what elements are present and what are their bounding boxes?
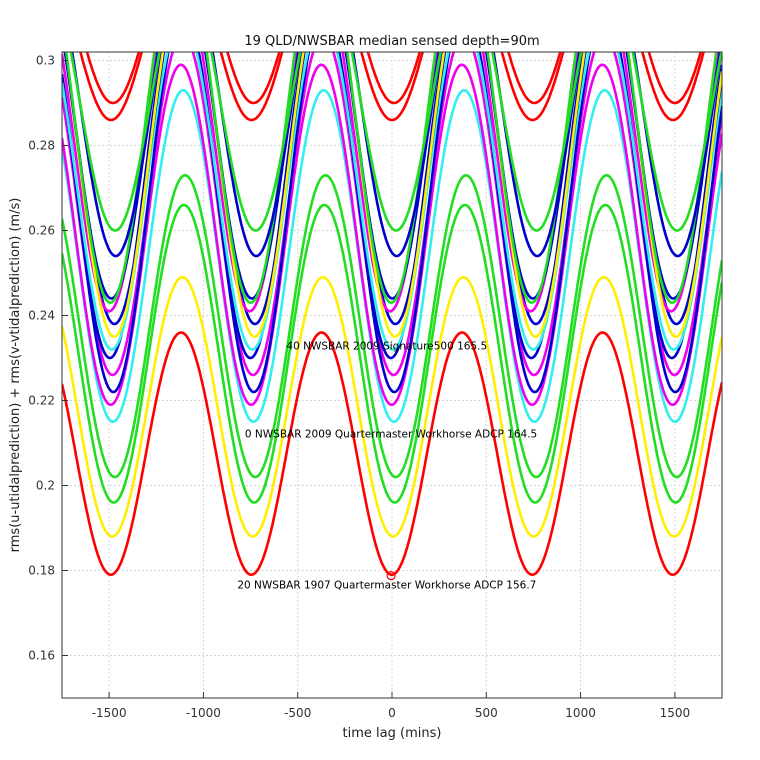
series-line-magenta-2 [62,52,722,377]
series-line-blue-3 [63,52,722,326]
annotation-label: 20 NWSBAR 1907 Quartermaster Workhorse A… [237,580,536,592]
annotations: 40 NWSBAR 2009 Signature500 165.5 0 NWSBA… [237,340,537,591]
series-line-magenta-1 [62,63,722,406]
y-tick-label: 0.18 [28,564,55,578]
x-tick-label: -1000 [186,706,221,720]
series-line-magenta-3 [62,52,720,313]
x-tick-label: 500 [475,706,498,720]
series-line-blue-5 [70,52,722,258]
x-tick-label: 1500 [660,706,691,720]
minimum-marker [386,570,396,581]
axis-ticks: -1500 -1000 -500 0 500 1000 1500 0.16 0.18 0.2 0.2… [28,54,690,721]
y-tick-label: 0.24 [28,309,55,323]
x-tick-label: -500 [284,706,311,720]
y-tick-label: 0.22 [28,394,55,408]
x-axis-label: time lag (mins) [343,726,442,741]
y-tick-label: 0.16 [28,649,55,663]
x-tick-label: -1500 [92,706,127,720]
chart-title: 19 QLD/NWSBAR median sensed depth=90m [244,34,539,49]
series-line-red-1 [62,331,722,576]
series-line-blue-4 [63,52,722,300]
x-tick-label: 0 [388,706,396,720]
annotation-label: 40 NWSBAR 2009 Signature500 165.5 [286,340,487,352]
series-line-cyan-1 [62,89,722,423]
series-line-blue-2 [62,52,722,360]
y-tick-label: 0.3 [36,54,55,68]
y-axis-label: rms(u-utidalprediction) + rms(v-vtidalpr… [8,198,23,553]
series-line-blue-1 [62,52,722,394]
series-line-green-3 [64,52,718,304]
grid [62,52,722,698]
x-tick-label: 1000 [565,706,596,720]
series-line-cyan-2 [62,52,722,351]
y-tick-label: 0.2 [36,479,55,493]
series-line-red-2 [79,52,705,122]
chart-marks [386,570,396,581]
series-line-green-4 [69,52,722,232]
series-line-red-3 [85,52,703,105]
series-line-green-2 [62,174,722,479]
annotation-label: 0 NWSBAR 2009 Quartermaster Workhorse AD… [245,429,537,441]
series-line-green-1 [62,203,722,504]
y-tick-label: 0.28 [28,139,55,153]
series-line-yellow-1 [62,276,722,538]
series-lines [62,52,722,576]
series-line-yellow-2 [63,52,722,338]
y-tick-label: 0.26 [28,224,55,238]
